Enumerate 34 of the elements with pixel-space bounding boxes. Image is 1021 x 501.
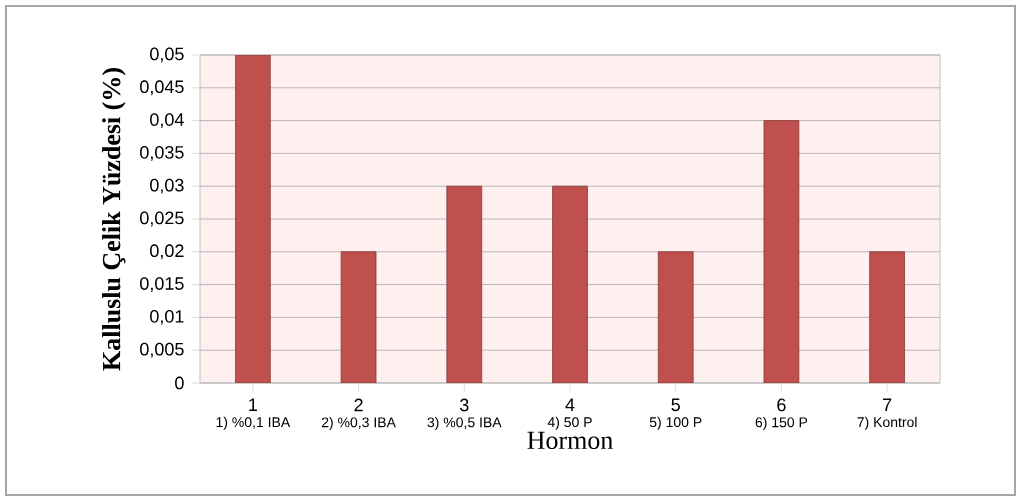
- bar: [869, 251, 905, 383]
- text: 4) 50 P: [547, 416, 592, 430]
- bar: [657, 251, 694, 383]
- x-tick-label: 1: [249, 398, 257, 411]
- bar: [446, 185, 483, 383]
- bar: [763, 120, 800, 383]
- y-tick-label: 0,04: [150, 113, 184, 129]
- x-tick-label: 4: [565, 398, 575, 411]
- bar: [340, 251, 377, 383]
- y-tick-label: 0,03: [150, 178, 184, 194]
- x-tick-label: 6: [777, 398, 786, 412]
- text: 6) 150 P: [755, 417, 808, 431]
- y-tick-label: 0: [175, 376, 184, 390]
- x-axis-title: Hormon: [527, 431, 613, 450]
- y-tick-label: 0,025: [140, 211, 184, 227]
- y-tick-label: 0,05: [150, 47, 184, 63]
- x-tick-label: 5: [671, 398, 680, 412]
- y-tick-label: 0,01: [150, 309, 184, 325]
- y-tick-label: 0,045: [140, 80, 184, 96]
- x-tick-label: 2: [354, 398, 363, 412]
- y-tick-label: 0,02: [150, 244, 184, 260]
- x-tick-label: 3: [459, 398, 469, 412]
- text: 2) %0,3 IBA: [321, 417, 396, 431]
- text: 3) %0,5 IBA: [427, 417, 502, 431]
- text: 5) 100 P: [649, 416, 702, 430]
- y-tick-label: 0,015: [140, 277, 184, 293]
- bar: [552, 185, 588, 383]
- text: 7) Kontrol: [857, 416, 917, 430]
- y-tick-label: 0,005: [140, 342, 184, 358]
- y-axis-title: Kalluslu Çelik Yüzdesi (%): [102, 68, 126, 371]
- bar: [235, 55, 271, 383]
- text: 1) %0,1 IBA: [216, 416, 291, 430]
- y-tick-label: 0,035: [140, 145, 184, 161]
- x-tick-label: 7: [883, 398, 892, 411]
